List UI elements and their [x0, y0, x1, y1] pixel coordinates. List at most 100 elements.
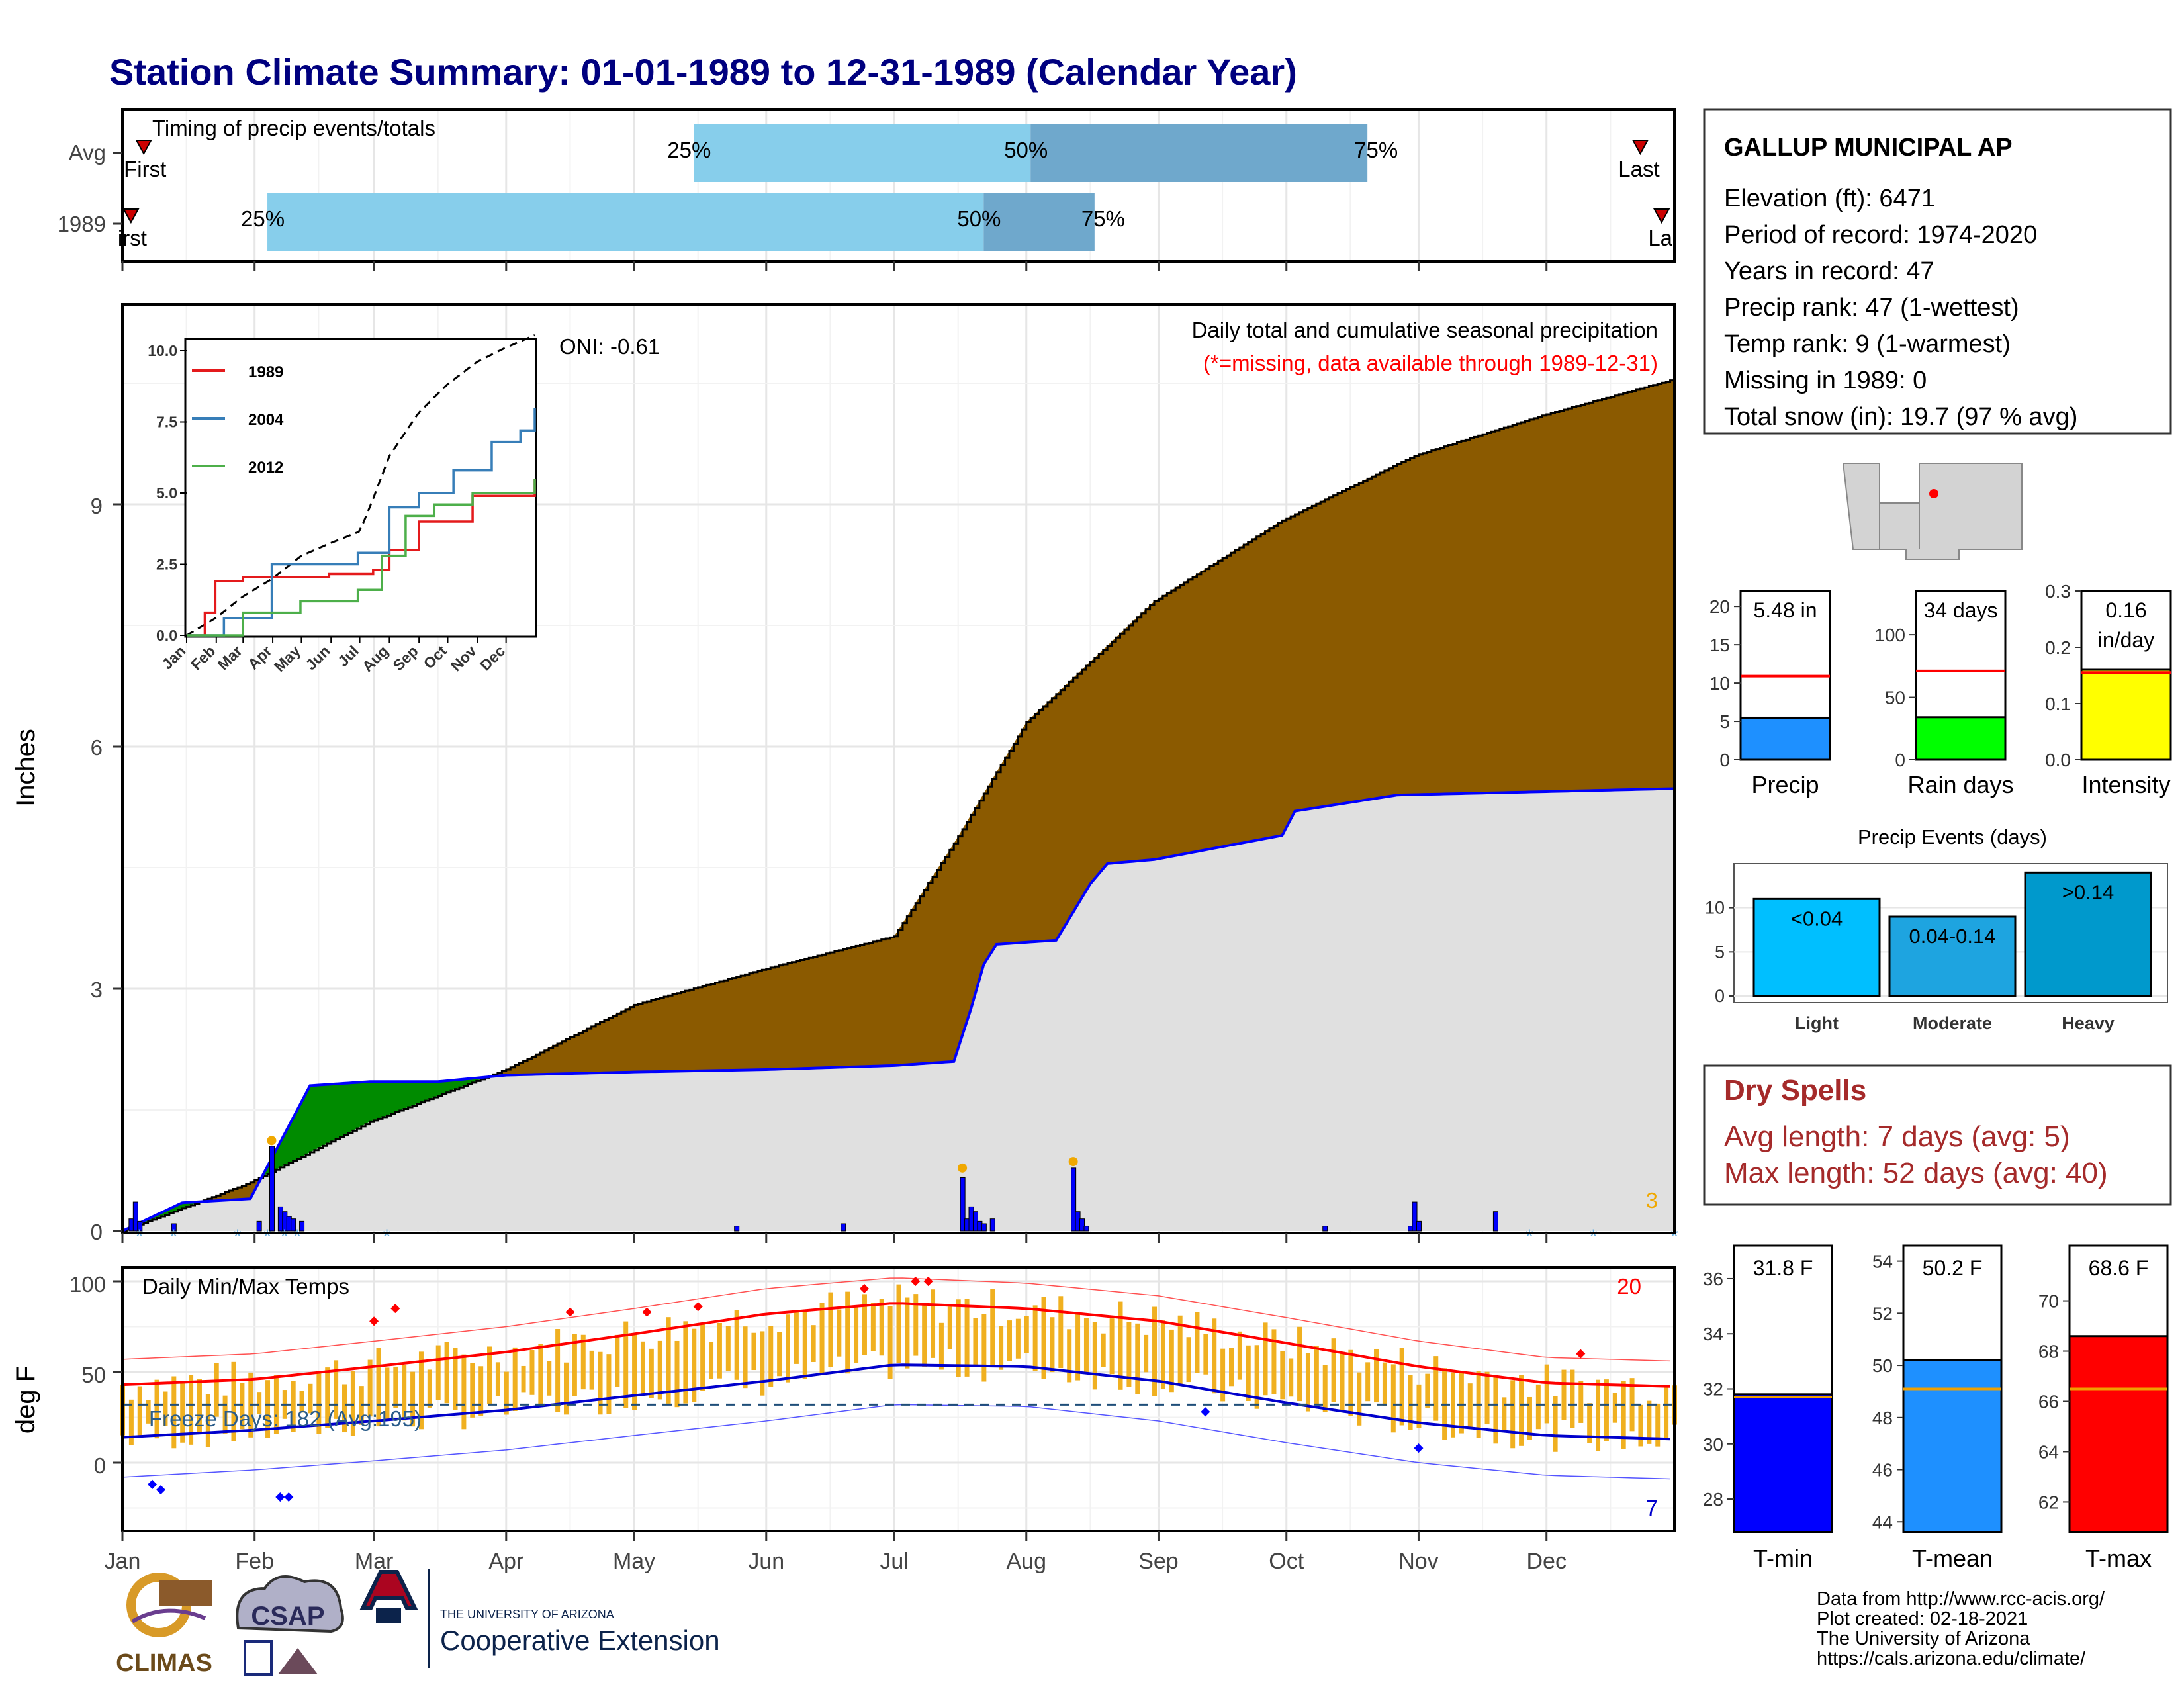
daily-temp-range	[478, 1366, 484, 1416]
mini-tmax-value-label: 68.6 F	[2089, 1256, 2149, 1280]
daily-temp-range	[1126, 1322, 1132, 1387]
daily-temp-range	[495, 1362, 500, 1396]
record-max-line	[122, 1277, 1670, 1362]
daily-temp-range	[393, 1366, 398, 1408]
mini-tmean-tick-label: 54	[1872, 1252, 1893, 1272]
precip-ytick-0: 0	[91, 1220, 103, 1244]
daily-precip-bar	[981, 1223, 987, 1232]
daily-temp-range	[1263, 1322, 1268, 1396]
daily-precip-bar	[137, 1220, 143, 1232]
mini-intensity-value-unit: in/day	[2098, 628, 2154, 652]
timing-q75-label: 75%	[1354, 138, 1398, 162]
mini-tmean-tick-label: 44	[1872, 1512, 1893, 1532]
inset-ytick-label: 2.5	[156, 556, 177, 573]
station-temp-rank: Temp rank: 9 (1-warmest)	[1724, 330, 2011, 358]
daily-temp-range	[1502, 1397, 1507, 1432]
daily-precip-bar	[132, 1201, 138, 1232]
daily-temp-range	[538, 1344, 543, 1408]
inset-ytick-label: 7.5	[156, 414, 177, 431]
footer-url: https://cals.arizona.edu/climate/	[1817, 1648, 2086, 1669]
inset-ytick-label: 5.0	[156, 484, 177, 502]
month-label: Jun	[748, 1549, 784, 1574]
daily-temp-range	[623, 1321, 629, 1408]
daily-temp-range	[973, 1318, 978, 1365]
daily-temp-range	[231, 1361, 236, 1441]
mini-intensity-tick-label: 0.2	[2045, 637, 2071, 658]
inset-series-2004	[187, 408, 536, 637]
dry-spells-box: Dry Spells Avg length: 7 days (avg: 5) M…	[1703, 1064, 2172, 1206]
precip-annotation-title: Daily total and cumulative seasonal prec…	[1192, 318, 1658, 342]
record-high-marker	[565, 1307, 575, 1317]
cold-day-count: 7	[1646, 1496, 1658, 1520]
mini-tmax-bar	[2068, 1335, 2169, 1533]
daily-temp-range	[837, 1309, 842, 1357]
precip-y-label: Inches	[11, 729, 40, 807]
daily-temp-range	[1374, 1348, 1379, 1403]
record-min-line	[122, 1404, 1670, 1480]
daily-precip-bar	[256, 1220, 262, 1232]
timing-q50-label: 50%	[1004, 138, 1048, 162]
mini-tmean-tick-label: 50	[1872, 1355, 1893, 1376]
mini-intensity-tick-label: 0.3	[2045, 581, 2071, 602]
daily-temp-range	[1467, 1383, 1473, 1428]
daily-temp-range	[214, 1363, 219, 1417]
daily-temp-range	[299, 1391, 304, 1413]
daily-temp-range	[1203, 1334, 1208, 1375]
daily-temp-range	[931, 1289, 936, 1358]
mini-intensity-bar	[2080, 668, 2172, 761]
daily-precip-bar	[1412, 1201, 1418, 1232]
daily-temp-range	[887, 1306, 893, 1379]
precip-events-title: Precip Events (days)	[1858, 825, 2047, 848]
record-high-marker	[369, 1316, 379, 1326]
mini-intensity-tick-label: 0.0	[2045, 750, 2071, 770]
inset-series-1989	[187, 479, 536, 637]
events-tick-label: 10	[1705, 898, 1725, 918]
daily-temp-range	[1459, 1373, 1464, 1434]
mini-tmin-tick-label: 36	[1703, 1269, 1723, 1289]
daily-temp-range	[1451, 1372, 1455, 1438]
daily-temp-range	[683, 1321, 688, 1404]
last-event-marker	[1653, 208, 1670, 224]
station-missing: Missing in 1989: 0	[1724, 367, 1927, 394]
daily-temp-range	[1186, 1337, 1191, 1383]
daily-temp-range	[1604, 1379, 1609, 1441]
page-title: Station Climate Summary: 01-01-1989 to 1…	[109, 51, 1297, 93]
temp-title: Daily Min/Max Temps	[142, 1274, 349, 1299]
mini-tmax-tick-label: 68	[2038, 1342, 2059, 1362]
daily-precip-bar	[1071, 1167, 1077, 1232]
month-label: Feb	[235, 1549, 274, 1574]
daily-temp-range	[1007, 1320, 1012, 1361]
mini-precip-label: Precip	[1751, 771, 1819, 798]
station-precip-rank: Precip rank: 47 (1-wettest)	[1724, 294, 2019, 322]
snow-marker: *	[1525, 1226, 1533, 1248]
daily-precip-bar	[1083, 1226, 1089, 1232]
daily-temp-range	[146, 1400, 151, 1424]
daily-temp-range	[964, 1299, 970, 1377]
mini-tmin-tick-label: 34	[1703, 1324, 1723, 1344]
mini-rain-days-tick-label: 100	[1874, 625, 1905, 645]
daily-temp-range	[205, 1394, 210, 1447]
mini-precip-bar	[1739, 716, 1831, 761]
station-snow: Total snow (in): 19.7 (97 % avg)	[1724, 403, 2077, 431]
daily-temp-range	[862, 1294, 867, 1355]
daily-temp-range	[649, 1348, 654, 1398]
daily-temp-range	[580, 1334, 586, 1390]
mini-tmin-tick-label: 32	[1703, 1379, 1723, 1400]
dry-spells-title: Dry Spells	[1724, 1074, 1866, 1107]
mini-tmean-tick-label: 52	[1872, 1303, 1893, 1324]
daily-temp-range	[947, 1306, 952, 1349]
daily-temp-range	[487, 1346, 492, 1404]
events-category-label: Light	[1795, 1013, 1839, 1033]
record-high-marker	[693, 1302, 703, 1312]
climas-logo-text: CLIMAS	[116, 1649, 212, 1677]
daily-precip-bar	[734, 1226, 740, 1232]
last-event-label: La	[1648, 226, 1672, 250]
daily-temp-range	[786, 1314, 790, 1383]
daily-temp-range	[1390, 1364, 1396, 1433]
events-tick-label: 5	[1715, 942, 1725, 962]
daily-temp-range	[640, 1341, 645, 1395]
station-elevation: Elevation (ft): 6471	[1724, 185, 1935, 212]
daily-precip-bar	[269, 1146, 275, 1232]
daily-temp-range	[1041, 1297, 1046, 1379]
daily-precip-bar	[1322, 1226, 1328, 1232]
